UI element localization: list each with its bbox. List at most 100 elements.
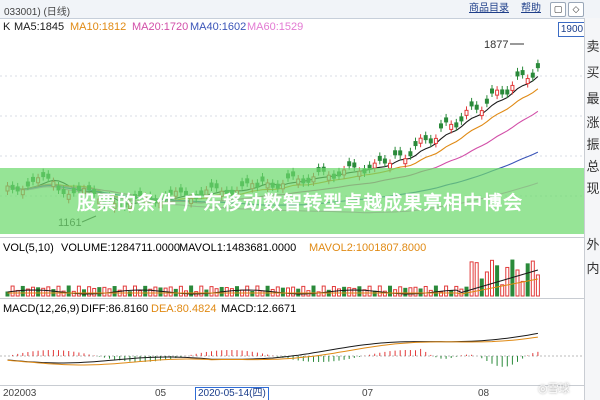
- candle-body-80: [413, 141, 418, 147]
- price-box: 1900: [558, 22, 586, 37]
- volume-bar-101: [520, 280, 525, 297]
- candle-body-104: [535, 63, 540, 69]
- tab-catalog[interactable]: 商品目录: [469, 3, 509, 14]
- window-button-a[interactable]: ▢: [550, 2, 566, 17]
- candle-body-68: [352, 162, 357, 168]
- volume-bar-8: [46, 286, 51, 297]
- mavol2-line: [7, 278, 538, 295]
- volume-bar-93: [479, 278, 484, 297]
- mavol1-value: MAVOL1:1483681.0000: [179, 242, 297, 254]
- candle-body-91: [469, 101, 474, 107]
- volume-bar-36: [189, 285, 194, 297]
- volume-bar-103: [530, 260, 535, 297]
- volume-bar-62: [321, 285, 326, 297]
- candle-body-82: [423, 135, 428, 141]
- mavol1-line: [7, 269, 539, 295]
- sidebar-item-amplitude[interactable]: 振: [586, 137, 600, 152]
- volume-chart: [5, 259, 540, 297]
- volume-bar-47: [245, 285, 250, 297]
- candle-body-101: [520, 70, 525, 76]
- sidebar-item-latest[interactable]: 最: [586, 91, 600, 106]
- volume-bar-5: [31, 286, 35, 297]
- candle-body-77: [398, 150, 403, 156]
- candle-body-98: [505, 89, 510, 95]
- volume-bar-80: [413, 286, 418, 297]
- candle-body-88: [454, 122, 459, 128]
- volume-bar-27: [143, 285, 148, 297]
- candle-body-87: [449, 123, 454, 130]
- headline-text: 股票的条件 广东移动数智转型卓越成果亮相中博会: [76, 193, 524, 214]
- volume-bar-98: [505, 266, 510, 297]
- ma60-label: MA60:1529: [247, 21, 304, 33]
- mavol2-value: MAVOL2:1001807.8000: [309, 242, 427, 254]
- candle-body-86: [444, 117, 449, 123]
- volume-bar-75: [388, 285, 392, 297]
- candle-body-84: [433, 137, 438, 144]
- volume-bar-60: [311, 285, 316, 297]
- volume-bar-14: [76, 285, 81, 297]
- volume-bar-69: [357, 286, 362, 297]
- volume-bar-3: [20, 285, 25, 297]
- k-marker: K: [3, 21, 11, 33]
- volume-bar-78: [403, 287, 408, 297]
- volume-bar-58: [301, 285, 306, 297]
- volume-bar-81: [418, 288, 423, 297]
- sidebar-item-total[interactable]: 总: [586, 159, 600, 174]
- dea-line: [7, 336, 538, 366]
- volume-bar-74: [382, 290, 387, 297]
- volume-separator: [0, 237, 584, 238]
- candle-body-93: [479, 110, 484, 117]
- candle-body-90: [464, 109, 469, 116]
- volume-bar-65: [337, 288, 341, 297]
- volume-bar-96: [495, 265, 500, 297]
- sidebar-item-buy[interactable]: 买: [586, 65, 600, 80]
- volume-bar-17: [92, 287, 97, 297]
- sidebar-item-inner[interactable]: 内: [586, 261, 600, 276]
- x-label-07: 07: [362, 388, 374, 399]
- sidebar-item-outer[interactable]: 外: [586, 237, 600, 252]
- candle-body-67: [347, 161, 352, 167]
- diff-line: [7, 332, 538, 364]
- x-cursor-date: 2020-05-14(四): [195, 387, 269, 400]
- volume-bar-16: [87, 286, 92, 297]
- volume-bar-34: [178, 285, 183, 297]
- title-bar: 033001) (日线) 商品目录 帮助 ▢ ◇: [0, 0, 600, 19]
- candle-body-83: [428, 138, 433, 144]
- volume-bar-7: [41, 287, 46, 297]
- window-button-b[interactable]: ◇: [568, 2, 584, 17]
- ma20-label: MA20:1720: [132, 21, 189, 33]
- candle-body-73: [377, 155, 382, 161]
- volume-bar-97: [500, 284, 505, 297]
- candle-body-97: [500, 89, 505, 95]
- candle-body-81: [418, 137, 423, 144]
- sidebar-item-change[interactable]: 涨: [586, 115, 600, 130]
- candle-body-99: [510, 84, 515, 91]
- volume-bar-11: [61, 290, 66, 297]
- macd-separator: [0, 298, 584, 299]
- volume-bar-72: [372, 290, 377, 297]
- volume-bar-24: [127, 291, 132, 297]
- volume-bar-6: [36, 287, 41, 297]
- headline-banner: [0, 168, 584, 234]
- volume-bar-30: [158, 287, 163, 297]
- candle-body-89: [459, 116, 464, 122]
- x-axis: 202003 05 07 08 2020-05-14(四): [0, 385, 584, 400]
- volume-bar-102: [525, 263, 530, 297]
- sidebar-item-sell[interactable]: 卖: [586, 39, 600, 54]
- macd-label: MACD(12,26,9): [3, 303, 80, 315]
- volume-bar-19: [102, 286, 107, 297]
- tab-help[interactable]: 帮助: [521, 3, 541, 14]
- x-label-08: 08: [478, 388, 490, 399]
- volume-bar-18: [97, 287, 102, 297]
- sidebar-item-current[interactable]: 现: [586, 181, 600, 196]
- volume-bar-44: [229, 288, 234, 297]
- diff-value: DIFF:86.8160: [81, 303, 149, 315]
- volume-bar-91: [469, 261, 474, 297]
- candle-body-96: [495, 89, 500, 96]
- volume-bar-29: [153, 286, 158, 297]
- candle-body-95: [490, 88, 494, 94]
- volume-bar-85: [439, 291, 443, 297]
- candle-body-102: [525, 78, 530, 85]
- candle-body-100: [515, 71, 520, 77]
- volume-bar-88: [454, 285, 459, 297]
